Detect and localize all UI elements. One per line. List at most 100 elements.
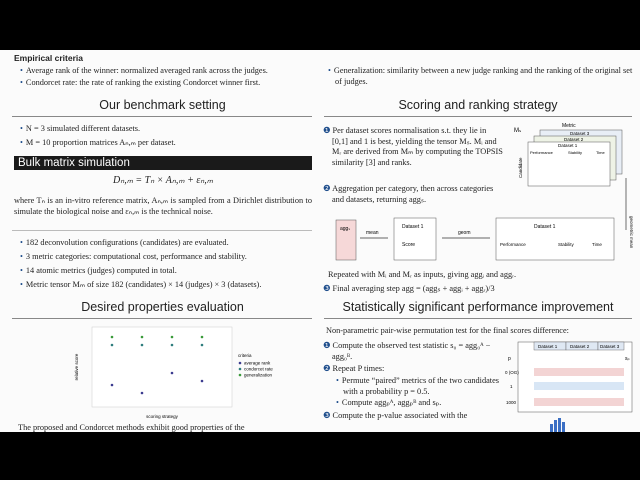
shape	[335, 219, 357, 261]
shape	[550, 424, 553, 432]
row-label: 1000	[506, 400, 517, 405]
shape	[110, 383, 114, 387]
section-heading: Our benchmark setting	[99, 98, 226, 112]
paragraph: The proposed and Condorcet methods exhib…	[18, 423, 245, 432]
shape	[200, 379, 204, 383]
bullet: Metric tensor Mₘ of size 182 (candidates…	[18, 280, 322, 291]
y-label: relative score	[74, 353, 79, 380]
equation: Dₙ,ₘ = Tₙ × Aₙ,ₘ + εₙ,ₘ	[112, 175, 214, 186]
shape	[170, 371, 174, 375]
shape	[110, 343, 204, 347]
table-header: p	[508, 356, 511, 362]
row-label: 1	[510, 384, 513, 389]
step-text: Compute the observed test statistic s₀ =…	[332, 341, 491, 361]
bullet: Permute “paired” metrics of the two cand…	[334, 376, 513, 397]
diagram-label: Time	[596, 150, 606, 155]
diagram-label: Performance	[500, 242, 526, 247]
step: ❷ Aggregation per category, then across …	[323, 184, 494, 204]
shape	[558, 418, 561, 432]
shape	[140, 343, 144, 347]
section-heading: Desired properties evaluation	[81, 300, 244, 314]
shape	[110, 343, 114, 347]
shape	[534, 368, 624, 406]
points	[110, 335, 204, 339]
step: ❶ Compute the observed test statistic s₀…	[323, 341, 491, 361]
shape	[534, 398, 624, 406]
shape	[110, 371, 204, 395]
step: ❶ Per dataset scores normalisation s.t. …	[323, 126, 503, 167]
diagram-label: Dataset 3	[570, 131, 590, 136]
row-label: 0 (OG)	[505, 370, 519, 375]
shape	[170, 335, 174, 339]
diagram-label: Dataset 1	[402, 224, 424, 230]
step-text: Compute the p-value associated with the	[332, 411, 468, 420]
shape	[534, 368, 624, 376]
shape	[534, 382, 624, 390]
shape	[562, 422, 565, 432]
step: ❸ Final averaging step agg = (aggₛ + agg…	[323, 284, 495, 293]
rule	[12, 318, 312, 319]
bullet: Average rank of the winner: normalized a…	[18, 66, 327, 77]
rule	[12, 230, 312, 231]
diagram-label: Candidate	[518, 157, 523, 178]
diagram-label: Metric	[562, 123, 576, 129]
x-label: scoring strategy	[146, 414, 179, 419]
shape	[393, 217, 437, 261]
shape	[527, 141, 611, 187]
table-figure: Dataset 1 Dataset 2 Dataset 3 p sₚ 0 (OG…	[505, 341, 633, 432]
section-title: Empirical criteria	[14, 53, 83, 63]
shape	[140, 335, 144, 339]
shape	[554, 420, 557, 432]
diagram-label: Dataset 1	[534, 224, 556, 230]
diagram-label: Performance	[530, 150, 554, 155]
legend-entry: generalization	[244, 373, 273, 378]
section-heading: Statistically significant performance im…	[342, 300, 614, 314]
paragraph: Non-parametric pair-wise permutation tes…	[326, 326, 569, 335]
bullet: N = 3 simulated different datasets.	[18, 124, 322, 135]
rule	[324, 318, 632, 319]
rule	[324, 116, 632, 117]
step-text: Final averaging step agg = (aggₛ + aggᵢ …	[332, 284, 495, 293]
table-header: Dataset 3	[600, 344, 620, 349]
diagram-label: Time	[592, 242, 602, 247]
shape	[495, 217, 615, 261]
paragraph: where Tₙ is an in-vitro reference matrix…	[14, 196, 312, 216]
shape	[110, 335, 114, 339]
shape	[238, 373, 242, 377]
shape	[200, 343, 204, 347]
step-text: Repeat P times:	[332, 364, 385, 373]
bullet: M = 10 proportion matrices Aₙ,ₘ per data…	[18, 138, 322, 149]
shape	[238, 367, 242, 371]
legend-entry: average rank	[244, 361, 271, 366]
legend-title: criteria	[238, 353, 252, 358]
poster: Empirical criteria Average rank of the w…	[0, 50, 640, 432]
diagram-label: Stability	[558, 242, 575, 247]
diagram-label: geometric mean	[629, 216, 634, 249]
diagram-label: Dataset 2	[564, 137, 584, 142]
box-title: Bulk matrix simulation	[14, 156, 312, 170]
bullet: 3 metric categories: computational cost,…	[18, 252, 322, 263]
table-header: sₚ	[625, 356, 630, 362]
step: ❷ Repeat P times:	[323, 364, 385, 373]
table-header: Dataset 2	[570, 344, 590, 349]
step-text: Aggregation per category, then across ca…	[332, 184, 494, 204]
shape	[170, 343, 174, 347]
shape	[140, 391, 144, 395]
diagram: Metric Dataset 3 Dataset 2 Dataset 1 Per…	[335, 123, 634, 261]
diagram-label: geom	[458, 230, 471, 236]
diagram-label: Stability	[568, 150, 582, 155]
bullet: 182 deconvolution configurations (candid…	[18, 238, 322, 249]
diagram-label: Score	[402, 242, 415, 248]
shape	[597, 341, 625, 351]
shape	[550, 418, 565, 432]
bullet: Generalization: similarity between a new…	[326, 66, 635, 87]
step-text: Per dataset scores normalisation s.t. th…	[332, 126, 503, 167]
bullet: Condorcet rate: the rate of ranking the …	[18, 78, 327, 89]
shape	[200, 335, 204, 339]
diagram-label: aggₛ	[340, 226, 350, 232]
diagram-label: mean	[366, 230, 379, 236]
diagram-label: Mₛ	[514, 128, 521, 134]
figure: relative score scoring strategy criteria…	[74, 326, 273, 419]
table-header: Dataset 1	[538, 344, 558, 349]
section-heading: Scoring and ranking strategy	[398, 98, 558, 112]
